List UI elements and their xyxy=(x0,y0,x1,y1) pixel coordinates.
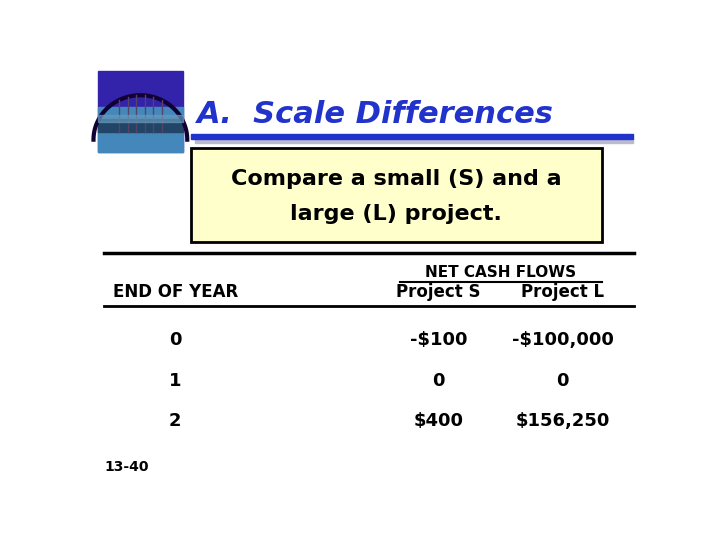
Bar xyxy=(98,116,183,122)
Text: Compare a small (S) and a: Compare a small (S) and a xyxy=(231,169,562,189)
Bar xyxy=(98,119,183,132)
Text: 13-40: 13-40 xyxy=(104,460,148,474)
Bar xyxy=(98,71,183,152)
Text: END OF YEAR: END OF YEAR xyxy=(112,283,238,301)
Text: Project L: Project L xyxy=(521,283,604,301)
Text: $400: $400 xyxy=(414,411,464,429)
Text: $156,250: $156,250 xyxy=(516,411,610,429)
Text: Project S: Project S xyxy=(397,283,481,301)
Bar xyxy=(98,107,183,152)
Text: 1: 1 xyxy=(169,372,181,389)
Text: 0: 0 xyxy=(433,372,445,389)
Text: large (L) project.: large (L) project. xyxy=(290,204,502,224)
Text: -$100: -$100 xyxy=(410,332,467,349)
Bar xyxy=(191,134,632,139)
Text: 0: 0 xyxy=(557,372,569,389)
Text: A.  Scale Differences: A. Scale Differences xyxy=(197,100,554,130)
Bar xyxy=(191,148,601,242)
Text: NET CASH FLOWS: NET CASH FLOWS xyxy=(426,265,576,280)
Text: -$100,000: -$100,000 xyxy=(512,332,613,349)
Text: 2: 2 xyxy=(169,411,181,429)
Text: 0: 0 xyxy=(169,332,181,349)
Bar xyxy=(194,139,632,143)
